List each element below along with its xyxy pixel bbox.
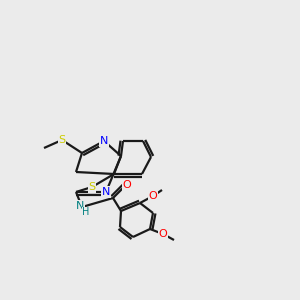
Text: N: N (102, 187, 110, 197)
Text: S: S (88, 182, 96, 192)
Text: O: O (159, 229, 167, 239)
Text: N: N (76, 201, 84, 211)
Text: O: O (123, 180, 131, 190)
Text: O: O (148, 191, 158, 201)
Text: H: H (82, 207, 90, 217)
Text: N: N (100, 136, 108, 146)
Text: S: S (58, 135, 66, 145)
